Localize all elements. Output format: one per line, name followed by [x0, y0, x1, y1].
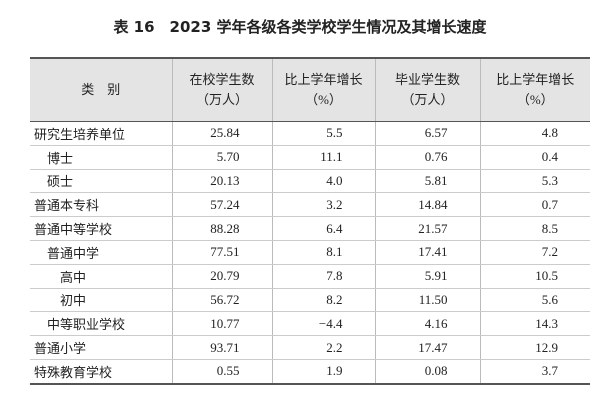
- header-line: （%）: [516, 92, 554, 107]
- header-line: 毕业学生数: [394, 72, 460, 87]
- table-row: 初中 56.72 8.2 11.50 5.6: [30, 288, 590, 313]
- value-cell: 21.57: [374, 216, 480, 241]
- value-cell: 25.84: [171, 121, 272, 146]
- value-cell: 93.71: [171, 335, 272, 360]
- category-cell: 普通本专科: [30, 192, 172, 218]
- value-cell: 5.91: [374, 264, 480, 289]
- table-row: 博士 5.70 11.1 0.76 0.4: [30, 145, 590, 170]
- value-cell: 0.55: [171, 359, 272, 385]
- header-cell: 类 别: [30, 57, 172, 122]
- value-cell: 8.1: [271, 240, 375, 265]
- header-cell: 毕业学生数 （万人）: [374, 57, 480, 122]
- table-row: 研究生培养单位 25.84 5.5 6.57 4.8: [30, 121, 590, 146]
- table-row: 普通中学 77.51 8.1 17.41 7.2: [30, 240, 590, 265]
- header-cell: 在校学生数 （万人）: [171, 57, 272, 122]
- category-cell: 普通中等学校: [30, 216, 172, 241]
- value-cell: 8.2: [271, 288, 375, 313]
- category-cell: 特殊教育学校: [30, 359, 172, 385]
- category-cell: 初中: [30, 288, 172, 313]
- data-table: 类 别在校学生数 （万人） 比上学年增长 （%） 毕业学生数 （万人） 比上学年增长 （%） …: [30, 57, 590, 385]
- header-cell: 比上学年增长 （%）: [271, 57, 375, 122]
- table-row: 中等职业学校 10.77 −4.4 4.16 14.3: [30, 311, 590, 337]
- table-row: 硕士 20.13 4.0 5.81 5.3: [30, 169, 590, 194]
- value-cell: 56.72: [171, 288, 272, 313]
- value-cell: 77.51: [171, 240, 272, 265]
- value-cell: 11.1: [271, 145, 375, 170]
- value-cell: 17.47: [374, 335, 480, 360]
- value-cell: 20.13: [171, 169, 272, 194]
- value-cell: 14.84: [374, 192, 480, 218]
- category-cell: 普通中学: [30, 240, 172, 265]
- category-cell: 硕士: [30, 169, 172, 194]
- header-line: （万人）: [195, 92, 248, 107]
- table-row: 普通本专科 57.24 3.2 14.84 0.7: [30, 192, 590, 218]
- value-cell: 5.81: [374, 169, 480, 194]
- value-cell: 6.57: [374, 121, 480, 146]
- header-line: （%）: [305, 92, 342, 107]
- value-cell: 12.9: [479, 335, 590, 360]
- header-line: 在校学生数: [189, 72, 255, 87]
- value-cell: −4.4: [271, 311, 375, 337]
- title: 表 16 2023 学年各级各类学校学生情况及其增长速度: [113, 18, 487, 36]
- value-cell: 88.28: [171, 216, 272, 241]
- value-cell: 11.50: [374, 288, 480, 313]
- header-line: 比上学年增长: [284, 72, 363, 87]
- value-cell: 14.3: [479, 311, 590, 337]
- value-cell: 5.5: [271, 121, 375, 146]
- value-cell: 0.08: [374, 359, 480, 385]
- header-line: 比上学年增长: [496, 72, 575, 87]
- header-row: 类 别 在校学生数 （万人） 比上学年增长 （%） 毕业学生数 （万人） 比上学年增长 （%）: [30, 57, 590, 122]
- value-cell: 10.5: [479, 264, 590, 289]
- table-row: 普通小学 93.71 2.2 17.47 12.9: [30, 335, 590, 360]
- header-line: （万人）: [401, 92, 454, 107]
- value-cell: 3.2: [271, 192, 375, 218]
- value-cell: 57.24: [171, 192, 272, 218]
- table-row: 高中 20.79 7.8 5.91 10.5: [30, 264, 590, 289]
- category-cell: 普通小学: [30, 335, 172, 360]
- value-cell: 5.3: [479, 169, 590, 194]
- table-row: 特殊教育学校 0.55 1.9 0.08 3.7: [30, 359, 590, 385]
- value-cell: 4.16: [374, 311, 480, 337]
- value-cell: 0.76: [374, 145, 480, 170]
- value-cell: 6.4: [271, 216, 375, 241]
- value-cell: 0.4: [479, 145, 590, 170]
- value-cell: 7.8: [271, 264, 375, 289]
- table-row: 普通中等学校 88.28 6.4 21.57 8.5: [30, 216, 590, 241]
- value-cell: 4.0: [271, 169, 375, 194]
- value-cell: 7.2: [479, 240, 590, 265]
- value-cell: 17.41: [374, 240, 480, 265]
- category-cell: 博士: [30, 145, 172, 170]
- value-cell: 0.7: [479, 192, 590, 218]
- category-cell: 中等职业学校: [30, 311, 172, 337]
- value-cell: 4.8: [479, 121, 590, 146]
- value-cell: 20.79: [171, 264, 272, 289]
- header-cell: 比上学年增长 （%）: [479, 57, 590, 122]
- value-cell: 5.6: [479, 288, 590, 313]
- value-cell: 8.5: [479, 216, 590, 241]
- value-cell: 2.2: [271, 335, 375, 360]
- value-cell: 1.9: [271, 359, 375, 385]
- value-cell: 10.77: [171, 311, 272, 337]
- value-cell: 3.7: [479, 359, 590, 385]
- category-cell: 研究生培养单位: [30, 121, 172, 146]
- value-cell: 5.70: [171, 145, 272, 170]
- header-line: 类 别: [81, 82, 121, 97]
- category-cell: 高中: [30, 264, 172, 289]
